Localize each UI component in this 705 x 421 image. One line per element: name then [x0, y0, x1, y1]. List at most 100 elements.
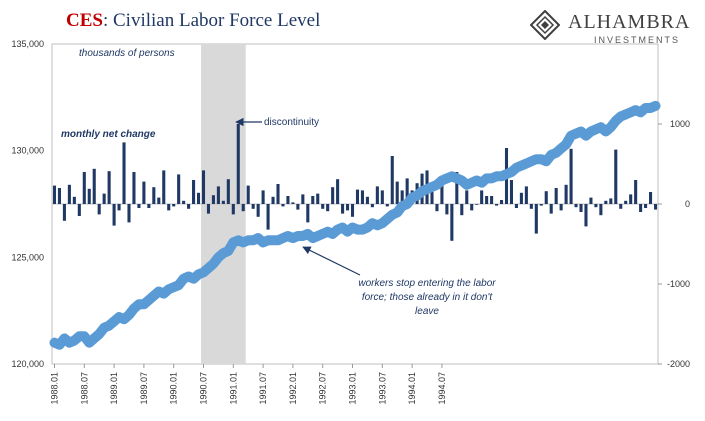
net-change-bar [594, 204, 598, 208]
x-tick-label: 1989.01 [109, 372, 119, 405]
net-change-bar [122, 142, 126, 204]
net-change-bar [271, 196, 275, 204]
net-change-bar [326, 204, 330, 212]
left-tick-label: 125,000 [11, 252, 44, 262]
net-change-bar [529, 204, 533, 209]
net-change-bar [599, 204, 603, 216]
net-change-bar [137, 204, 141, 208]
net-change-bar [187, 204, 191, 209]
right-tick-label: -2000 [667, 359, 690, 369]
net-change-bar [470, 204, 474, 211]
units-note: thousands of persons [79, 48, 175, 59]
net-change-bar [604, 200, 608, 204]
brand-name: ALHAMBRA [568, 11, 691, 33]
net-change-bar [370, 204, 374, 208]
net-change-bar [82, 172, 86, 204]
net-change-bar [167, 204, 171, 211]
net-change-bar [365, 196, 369, 204]
net-change-bar [460, 204, 464, 216]
net-change-bar [430, 192, 434, 204]
net-change-bar [544, 191, 548, 204]
net-change-bar [564, 184, 568, 204]
net-change-bar [549, 204, 553, 214]
brand-logo: ALHAMBRA INVESTMENTS [524, 8, 700, 48]
net-change-bar [162, 170, 166, 204]
net-change-bar [92, 168, 96, 204]
net-change-bar [192, 180, 196, 204]
x-tick-label: 1991.07 [258, 372, 268, 405]
net-change-bar [445, 204, 449, 215]
net-change-bar [266, 204, 270, 230]
net-change-bar [355, 189, 360, 204]
x-tick-label: 1990.01 [169, 372, 179, 405]
net-change-bar [226, 179, 230, 204]
net-change-bar [390, 156, 394, 204]
net-change-bar [395, 181, 399, 204]
right-axis: -2000 -1000 0 1000 [658, 119, 690, 369]
net-change-bar [57, 188, 61, 204]
net-change-bar [206, 204, 211, 214]
workers-annotation: workers stop entering the labor force; t… [358, 278, 496, 317]
net-change-bar [559, 204, 563, 211]
net-change-bar [112, 204, 116, 226]
net-change-bar [644, 204, 648, 208]
net-change-bar [514, 204, 518, 208]
net-change-bar [211, 195, 215, 204]
net-change-bar [440, 184, 444, 204]
net-change-bar [216, 186, 220, 204]
right-tick-label: 1000 [670, 119, 690, 129]
net-change-bar [450, 204, 454, 241]
net-change-label: monthly net change [61, 129, 156, 140]
net-change-bar [236, 124, 240, 204]
net-change-bar [509, 180, 514, 204]
net-change-bar [569, 148, 573, 204]
net-change-bar [172, 204, 176, 207]
net-change-bar [455, 172, 459, 204]
chart-title: CES: Civilian Labor Force Level [66, 10, 320, 32]
net-change-bar [256, 204, 260, 217]
x-axis: 1988.01 1988.07 1989.01 1989.07 1990.01 1990.… [49, 364, 447, 405]
chart-title-lead: CES [66, 10, 103, 31]
net-change-bar [246, 185, 250, 204]
net-change-bar [67, 184, 71, 204]
net-change-bar [634, 180, 638, 204]
net-change-bar [321, 204, 325, 209]
net-change-bar [519, 192, 523, 204]
discontinuity-label: discontinuity [264, 117, 320, 128]
net-change-bar [201, 170, 206, 204]
net-change-bar [196, 192, 201, 204]
net-change-bar [554, 188, 558, 204]
net-change-bar [291, 202, 295, 204]
net-change-bar [251, 204, 255, 209]
net-change-bar [495, 204, 499, 206]
brand-sub: INVESTMENTS [594, 35, 681, 45]
net-change-bar [132, 172, 136, 204]
net-change-bar [311, 196, 315, 204]
chart-title-rest: : Civilian Labor Force Level [102, 10, 321, 31]
net-change-bar [619, 204, 623, 209]
x-tick-label: 1992.07 [318, 372, 328, 405]
net-change-bar [614, 149, 618, 204]
net-change-bar [534, 204, 538, 234]
net-change-bar [52, 185, 57, 204]
diamond-logo-icon [530, 10, 560, 40]
net-change-bar [375, 186, 379, 204]
net-change-bar [465, 190, 469, 204]
net-change-bar [62, 204, 66, 221]
net-change-bar [127, 204, 131, 223]
net-change-bar [499, 200, 504, 204]
x-tick-label: 1988.01 [49, 372, 59, 405]
net-change-bar [182, 200, 186, 204]
x-tick-label: 1994.07 [437, 372, 447, 405]
net-change-bar [152, 187, 156, 204]
net-change-bar [241, 204, 245, 212]
x-tick-label: 1993.07 [377, 372, 387, 405]
net-change-bar [276, 184, 280, 204]
net-change-bar [306, 204, 310, 223]
net-change-bar [435, 204, 439, 212]
net-change-bar [142, 181, 146, 204]
left-tick-label: 120,000 [11, 359, 44, 369]
net-change-bar [296, 204, 300, 210]
net-change-bar [385, 204, 389, 207]
net-change-bar [102, 193, 106, 204]
